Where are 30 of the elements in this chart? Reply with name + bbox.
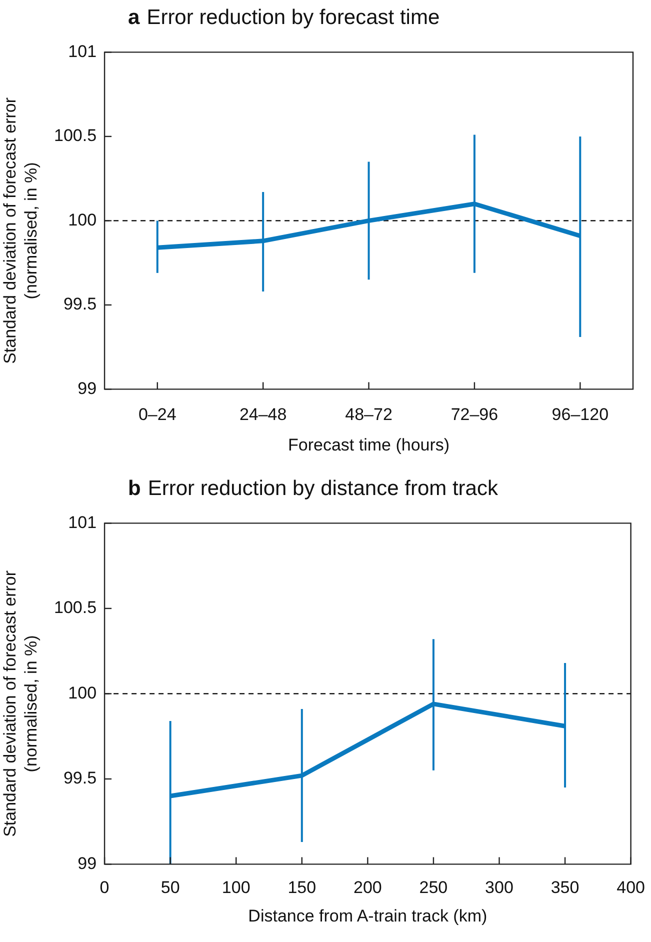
y-tick-label: 100.5: [54, 126, 97, 146]
x-tick-label: 50: [160, 878, 180, 898]
y-tick-label: 101: [68, 42, 97, 61]
x-axis-title: Forecast time (hours): [288, 435, 450, 454]
y-tick-label: 99: [78, 378, 97, 398]
chart-title: a Error reduction by forecast time: [128, 6, 440, 30]
y-axis-title: Standard deviation of forecast error (normalised, in %): [0, 570, 41, 837]
x-tick-label: 96–120: [552, 405, 609, 424]
x-tick-label: 24–48: [239, 405, 287, 424]
y-tick-label: 99.5: [63, 768, 97, 788]
x-tick-label: 48–72: [345, 405, 392, 424]
y-tick-label: 99.5: [63, 294, 97, 314]
x-tick-label: 300: [485, 878, 514, 898]
y-tick-label: 99: [78, 854, 97, 873]
y-tick-label: 101: [68, 512, 97, 532]
chart-title: b Error reduction by distance from track: [128, 477, 498, 501]
x-tick-label: 150: [288, 878, 316, 898]
x-tick-label: 250: [419, 878, 448, 898]
x-tick-label: 400: [616, 878, 646, 898]
x-tick-label: 72–96: [450, 405, 498, 424]
y-tick-label: 100.5: [54, 598, 97, 618]
x-tick-label: 350: [550, 878, 580, 898]
x-tick-label: 0–24: [138, 405, 176, 424]
y-tick-label: 100: [68, 210, 97, 230]
y-axis-title: Standard deviation of forecast error (normalised, in %): [0, 97, 41, 364]
x-axis-title: Distance from A-train track (km): [248, 906, 488, 926]
x-tick-label: 200: [353, 878, 382, 898]
y-tick-label: 100: [68, 683, 97, 702]
x-tick-label: 0: [100, 878, 110, 898]
x-tick-label: 100: [222, 878, 250, 898]
